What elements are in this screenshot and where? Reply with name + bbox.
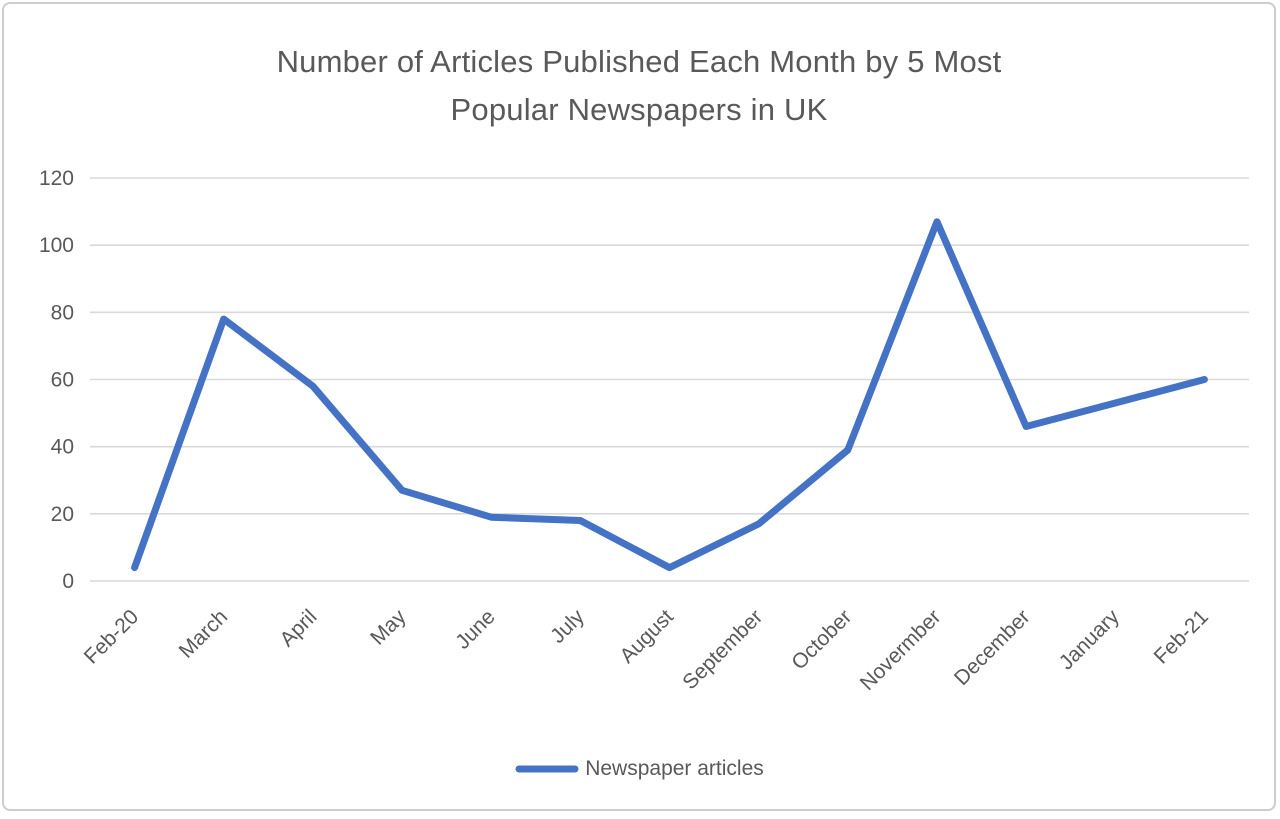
x-axis-tick-label: Feb-21 bbox=[1150, 605, 1213, 668]
x-axis-tick-label: September bbox=[678, 605, 767, 694]
y-axis-tick-label: 100 bbox=[39, 234, 74, 257]
chart-title: Number of Articles Published Each Month … bbox=[4, 38, 1274, 134]
x-axis-tick-label: Feb-20 bbox=[80, 605, 143, 668]
x-axis-tick-label: December bbox=[950, 605, 1035, 690]
legend-line-swatch-icon bbox=[515, 765, 579, 773]
x-axis-tick-label: May bbox=[366, 605, 411, 650]
newspaper-articles-series-line bbox=[131, 218, 1208, 572]
y-axis-tick-label: 120 bbox=[39, 167, 74, 190]
chart-title-line-1: Number of Articles Published Each Month … bbox=[276, 44, 1002, 79]
x-axis-tick-label: June bbox=[451, 605, 499, 653]
x-axis-tick-label: January bbox=[1055, 605, 1124, 674]
x-axis-tick-label: August bbox=[616, 605, 679, 668]
y-axis-tick-label: 80 bbox=[51, 301, 74, 324]
line-chart-plot-area: 0 20 40 60 80 100 120 Feb-20 March April May June Ju… bbox=[39, 167, 1249, 695]
legend-label: Newspaper articles bbox=[585, 757, 764, 780]
x-axis-tick-label: April bbox=[275, 605, 321, 651]
x-axis-tick-label: July bbox=[546, 605, 589, 648]
y-axis-tick-label: 40 bbox=[51, 436, 74, 459]
x-axis-tick-label: March bbox=[175, 605, 233, 663]
x-axis-tick-label: October bbox=[787, 605, 856, 674]
chart-title-line-2: Popular Newspapers in UK bbox=[450, 92, 828, 127]
x-axis-tick-label: Novermber bbox=[856, 605, 946, 695]
y-axis-tick-label: 0 bbox=[62, 570, 74, 593]
y-axis-tick-label: 60 bbox=[51, 369, 74, 392]
y-axis-tick-label: 20 bbox=[51, 503, 74, 526]
legend: Newspaper articles bbox=[4, 752, 1274, 786]
